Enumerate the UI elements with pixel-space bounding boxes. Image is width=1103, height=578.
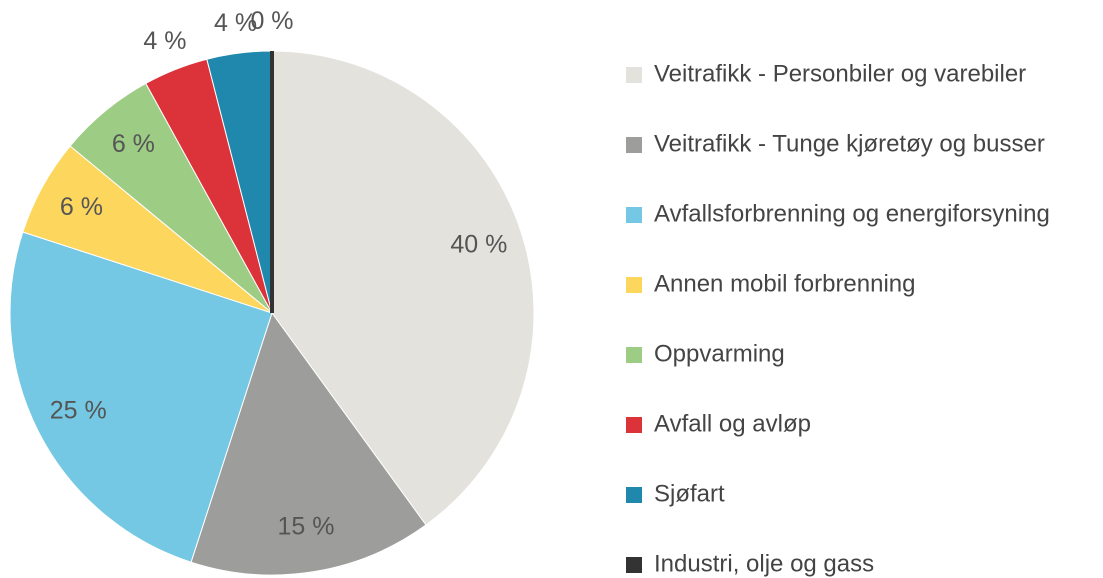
data-label: 6 % (112, 130, 155, 158)
legend-swatch (626, 137, 642, 153)
data-label: 6 % (60, 193, 103, 221)
legend-label: Annen mobil forbrenning (654, 270, 916, 297)
data-label: 15 % (278, 512, 335, 540)
data-label: 25 % (50, 396, 107, 424)
legend-swatch (626, 347, 642, 363)
pie-slice (9, 231, 273, 563)
legend-label: Industri, olje og gass (654, 550, 874, 577)
legend-swatch (626, 417, 642, 433)
data-label: 40 % (450, 230, 507, 258)
legend-swatch (626, 557, 642, 573)
legend-swatch (626, 207, 642, 223)
pie-slice (190, 311, 427, 576)
data-label: 4 % (214, 9, 257, 37)
legend-label: Oppvarming (654, 340, 785, 367)
data-label: 4 % (143, 27, 186, 55)
legend-label: Veitrafikk - Personbiler og varebiler (654, 60, 1026, 87)
legend-swatch (626, 277, 642, 293)
legend-label: Avfall og avløp (654, 410, 811, 437)
legend-label: Avfallsforbrenning og energiforsyning (654, 200, 1050, 227)
data-label: 0 % (250, 7, 293, 35)
legend-label: Veitrafikk - Tunge kjøretøy og busser (654, 130, 1045, 157)
legend-swatch (626, 67, 642, 83)
pie-slice (271, 50, 535, 526)
legend-label: Sjøfart (654, 480, 725, 507)
legend-swatch (626, 487, 642, 503)
